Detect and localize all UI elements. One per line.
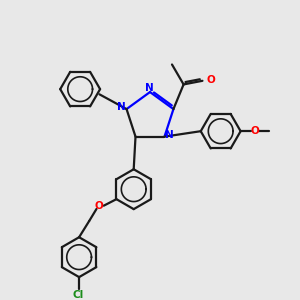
Text: O: O [207,75,215,85]
Text: O: O [95,201,103,211]
Text: Cl: Cl [73,290,84,300]
Text: N: N [118,102,126,112]
Text: N: N [165,130,174,140]
Text: O: O [250,126,259,136]
Text: N: N [145,83,154,93]
